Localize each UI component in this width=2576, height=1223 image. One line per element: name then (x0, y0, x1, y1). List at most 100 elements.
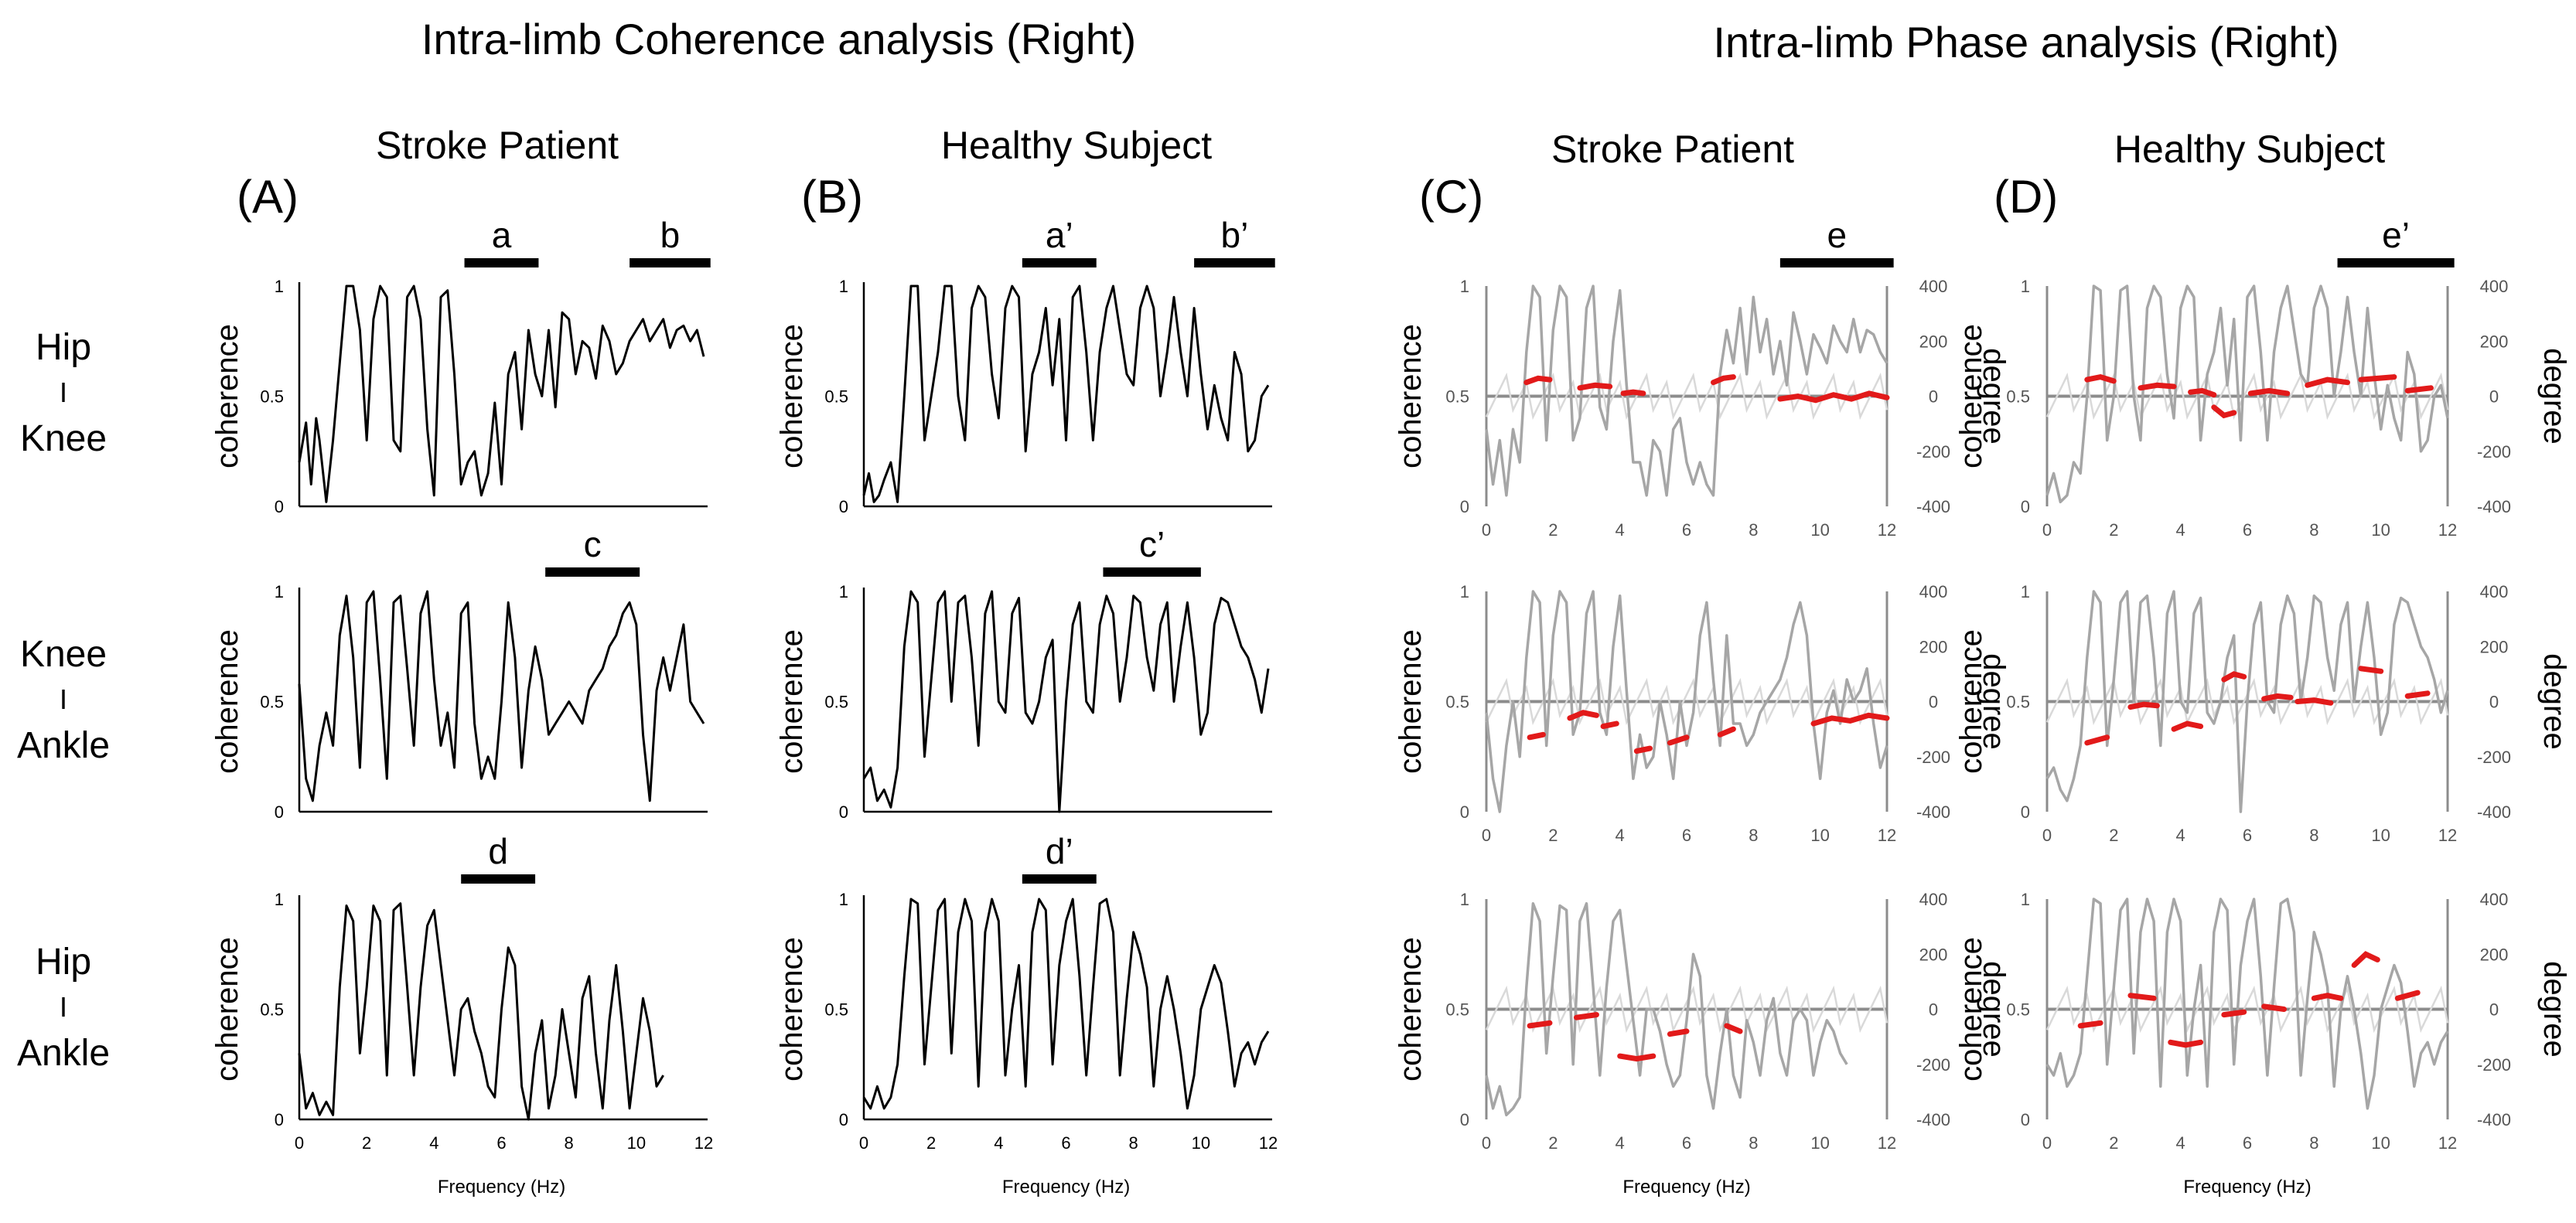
phase-segment (1667, 1028, 1690, 1037)
x-tick-label: 0 (1482, 826, 1491, 845)
phase-segment (2351, 951, 2380, 968)
coherence-line (298, 590, 705, 802)
x-tick-label: 4 (2176, 520, 2185, 540)
y-tick-label: 0 (2021, 497, 2030, 516)
band-label: a’ (1046, 215, 1073, 255)
x-axis-title: Frequency (Hz) (1002, 1177, 1130, 1197)
x-tick-label: 10 (1810, 520, 1829, 540)
y-right-tick-label: 0 (2489, 1000, 2499, 1020)
x-tick-label: 0 (2042, 826, 2052, 845)
phase-segment (1717, 726, 1736, 738)
band-label: e’ (2382, 215, 2410, 255)
y-right-tick-label: 200 (1919, 945, 1948, 964)
panel-A-3: 0 0.5 1 coherence 0 2 4 6 8 10 12 Frequency (Hz) d (210, 831, 713, 1197)
phase-segment (1527, 1020, 1553, 1029)
y-right-axis-title: degree (1977, 348, 2011, 445)
x-tick-label: 6 (1682, 826, 1691, 845)
group-label-B: Healthy Subject (941, 124, 1212, 167)
phase-segment (2138, 382, 2177, 391)
band-bar (1779, 258, 1894, 267)
y-axis-title: coherence (1954, 629, 1988, 774)
y-right-axis-title: degree (2537, 348, 2571, 445)
y-right-axis-title: degree (2537, 653, 2571, 750)
x-tick-label: 0 (2042, 1133, 2052, 1153)
x-tick-label: 12 (1878, 1133, 1896, 1153)
row-label-separator: I (60, 991, 67, 1023)
x-tick-label: 8 (2309, 826, 2318, 845)
y-right-tick-label: -200 (1916, 748, 1950, 767)
coherence-line (298, 284, 705, 503)
band-label: b (660, 215, 681, 255)
y-right-axis-title: degree (2537, 961, 2571, 1058)
phase-segment (1527, 731, 1546, 741)
y-right-tick-label: -200 (2477, 1055, 2511, 1075)
phase-segment (1810, 712, 1890, 727)
phase-segment (2127, 993, 2157, 1001)
x-tick-label: 12 (1878, 826, 1896, 845)
y-axis-title: coherence (210, 629, 244, 774)
row-label-bottom: Ankle (17, 725, 110, 766)
x-tick-label: 0 (1482, 1133, 1491, 1153)
y-tick-label: 0.5 (260, 693, 284, 712)
coherence-line (862, 284, 1270, 503)
x-tick-label: 8 (565, 1133, 574, 1153)
x-tick-label: 4 (2176, 826, 2185, 845)
phase-segment (1620, 389, 1646, 397)
y-tick-label: 0.5 (824, 1000, 848, 1020)
y-right-tick-label: -400 (2477, 497, 2511, 516)
coherence-line (1485, 590, 1888, 813)
phase-title: Intra-limb Phase analysis (Right) (1713, 18, 2339, 66)
y-tick-label: 1 (2021, 277, 2030, 296)
phase-segment (2295, 697, 2334, 706)
phase-segment (2171, 721, 2204, 732)
row-label-knee-ankle: Knee I Ankle (17, 634, 110, 766)
band-label: d’ (1046, 831, 1073, 871)
y-tick-label: 0 (275, 497, 284, 516)
phase-segment (2188, 387, 2217, 398)
y-tick-label: 0 (839, 802, 848, 822)
y-tick-label: 1 (1460, 582, 1469, 601)
y-axis-title: coherence (210, 324, 244, 468)
x-tick-label: 2 (1548, 826, 1558, 845)
y-right-tick-label: 0 (1929, 693, 1938, 712)
y-right-tick-label: -400 (2477, 1110, 2511, 1129)
y-tick-label: 1 (275, 277, 284, 296)
row-label-bottom: Ankle (17, 1033, 110, 1074)
band-label: c’ (1139, 524, 1165, 564)
x-tick-label: 8 (1129, 1133, 1138, 1153)
x-tick-label: 10 (2371, 1133, 2390, 1153)
y-axis-title: coherence (1954, 324, 1988, 468)
x-tick-label: 10 (627, 1133, 646, 1153)
group-label-D: Healthy Subject (2114, 128, 2385, 171)
y-axis-title: coherence (775, 324, 809, 468)
y-right-tick-label: -400 (2477, 802, 2511, 822)
phase-segment (1777, 390, 1890, 404)
y-tick-label: 0 (839, 497, 848, 516)
y-tick-label: 0.5 (2006, 387, 2030, 407)
phase-segment (2247, 387, 2291, 397)
panel-label-D: (D) (1994, 171, 2058, 223)
coherence-line (1485, 901, 1848, 1117)
panel-label-B: (B) (801, 171, 863, 223)
x-tick-label: 4 (1616, 520, 1625, 540)
x-tick-label: 6 (1682, 520, 1691, 540)
x-tick-label: 4 (1616, 1133, 1625, 1153)
y-right-tick-label: 400 (2480, 582, 2509, 601)
phase-segment (2404, 690, 2431, 699)
x-tick-label: 2 (2109, 1133, 2118, 1153)
x-tick-label: 8 (2309, 1133, 2318, 1153)
coherence-line (2045, 898, 2449, 1110)
band-bar (1022, 874, 1097, 884)
band-bar (545, 567, 640, 577)
row-label-separator: I (60, 376, 67, 408)
y-right-tick-label: 200 (2480, 332, 2509, 351)
y-tick-label: 0.5 (2006, 693, 2030, 712)
phase-segment (2127, 701, 2160, 710)
phase-segment (2221, 671, 2247, 683)
x-tick-label: 10 (2371, 826, 2390, 845)
x-tick-label: 6 (2243, 1133, 2252, 1153)
y-right-tick-label: 0 (2489, 387, 2499, 407)
